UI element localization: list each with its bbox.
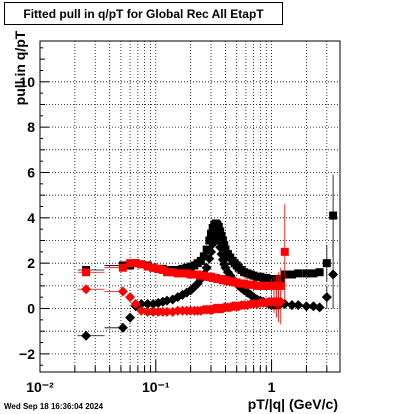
y-tick-label: 6: [27, 164, 35, 180]
data-point: [149, 263, 158, 272]
data-point: [163, 268, 172, 277]
data-point: [162, 306, 173, 317]
series-3: [77, 279, 286, 325]
data-point: [220, 241, 229, 250]
data-point: [321, 292, 332, 303]
data-point: [142, 298, 153, 309]
data-point: [168, 268, 177, 277]
data-point: [81, 330, 92, 341]
data-point: [143, 262, 152, 271]
data-point: [308, 301, 319, 312]
data-point: [199, 252, 208, 261]
data-point: [142, 306, 153, 317]
data-point: [148, 306, 159, 317]
data-point: [216, 227, 225, 236]
data-point: [309, 269, 318, 278]
y-tick-label: 8: [27, 119, 35, 135]
data-point: [82, 268, 91, 277]
data-point: [130, 298, 141, 309]
data-point: [178, 264, 187, 273]
data-point: [221, 245, 230, 254]
y-axis-ticks: −2 0 2 4 6 8 10: [19, 47, 49, 366]
x-axis-ticks: 10⁻² 10⁻¹ 1: [26, 360, 328, 395]
grid-lines: [39, 41, 340, 372]
data-point: [286, 300, 297, 311]
data-point: [202, 245, 211, 254]
data-point: [201, 262, 212, 273]
data-series: [77, 174, 339, 341]
data-point: [280, 247, 289, 256]
data-point: [206, 246, 217, 257]
data-point: [329, 211, 338, 220]
data-point: [125, 312, 136, 323]
y-tick-label: 2: [27, 255, 35, 271]
data-point: [204, 253, 215, 264]
data-point: [275, 296, 286, 307]
data-point: [136, 305, 147, 316]
y-tick-label: 10: [19, 74, 35, 90]
x-axis-label: pT/|q| (GeV/c): [247, 396, 338, 412]
data-point: [294, 269, 303, 278]
data-point: [301, 301, 312, 312]
data-point: [173, 269, 182, 278]
data-point: [205, 236, 214, 245]
timestamp: Wed Sep 18 16:36:04 2024: [4, 402, 104, 411]
data-point: [136, 298, 147, 309]
y-tick-label: −2: [19, 346, 35, 362]
data-point: [213, 235, 224, 246]
data-point: [117, 286, 128, 297]
data-point: [137, 260, 146, 269]
data-point: [287, 270, 296, 279]
data-point: [314, 302, 325, 313]
x-tick-label: 1: [268, 379, 276, 395]
x-tick-label: 10⁻¹: [142, 379, 170, 395]
data-point: [154, 264, 163, 273]
y-tick-label: 4: [27, 210, 35, 226]
data-point: [81, 284, 92, 295]
data-point: [215, 242, 226, 253]
chart-title: Fitted pull in q/pT for Global Rec All E…: [4, 2, 283, 25]
data-point: [178, 269, 187, 278]
y-axis-label: pull in q/pT: [12, 30, 28, 106]
data-point: [158, 265, 167, 274]
data-point: [214, 222, 223, 231]
plot-frame: [39, 40, 341, 373]
data-point: [315, 268, 324, 277]
data-point: [126, 259, 135, 268]
x-tick-label: 10⁻²: [26, 379, 54, 395]
data-point: [125, 292, 136, 303]
data-point: [118, 263, 127, 272]
data-point: [322, 259, 331, 268]
data-point: [302, 269, 311, 278]
data-point: [131, 259, 140, 268]
data-point: [117, 322, 128, 333]
y-tick-label: 0: [27, 301, 35, 317]
data-point: [207, 229, 216, 238]
data-point: [328, 269, 339, 280]
data-point: [293, 300, 304, 311]
data-point: [196, 256, 205, 265]
series-2: [77, 204, 289, 304]
